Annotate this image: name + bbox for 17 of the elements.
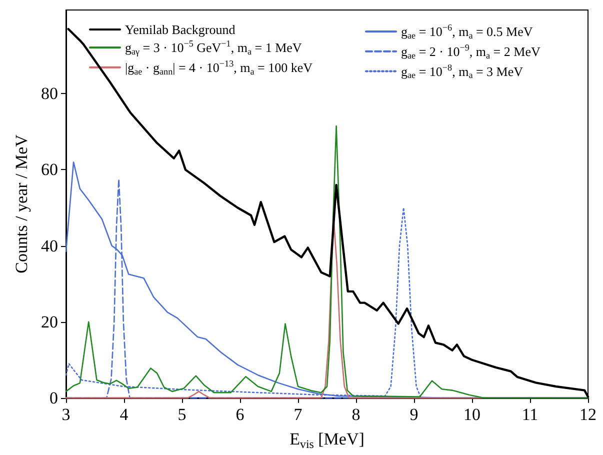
x-tick-label: 9 bbox=[410, 404, 418, 424]
x-tick-label: 12 bbox=[580, 404, 596, 424]
x-tick-label: 11 bbox=[522, 404, 538, 424]
y-tick-label: 0 bbox=[50, 388, 58, 408]
x-tick-label: 7 bbox=[294, 404, 303, 424]
x-tick-label: 10 bbox=[464, 404, 480, 424]
y-tick-label: 40 bbox=[41, 236, 58, 256]
x-tick-label: 8 bbox=[352, 404, 360, 424]
y-tick-label: 80 bbox=[41, 84, 58, 104]
legend-label: Yemilab Background bbox=[125, 22, 236, 37]
y-tick-label: 20 bbox=[41, 312, 58, 332]
y-axis-title: Counts / year / MeV bbox=[12, 134, 32, 274]
x-tick-label: 5 bbox=[178, 404, 186, 424]
y-tick-label: 60 bbox=[41, 160, 58, 180]
x-tick-label: 4 bbox=[120, 404, 129, 424]
x-tick-label: 3 bbox=[62, 404, 70, 424]
x-tick-label: 6 bbox=[236, 404, 244, 424]
